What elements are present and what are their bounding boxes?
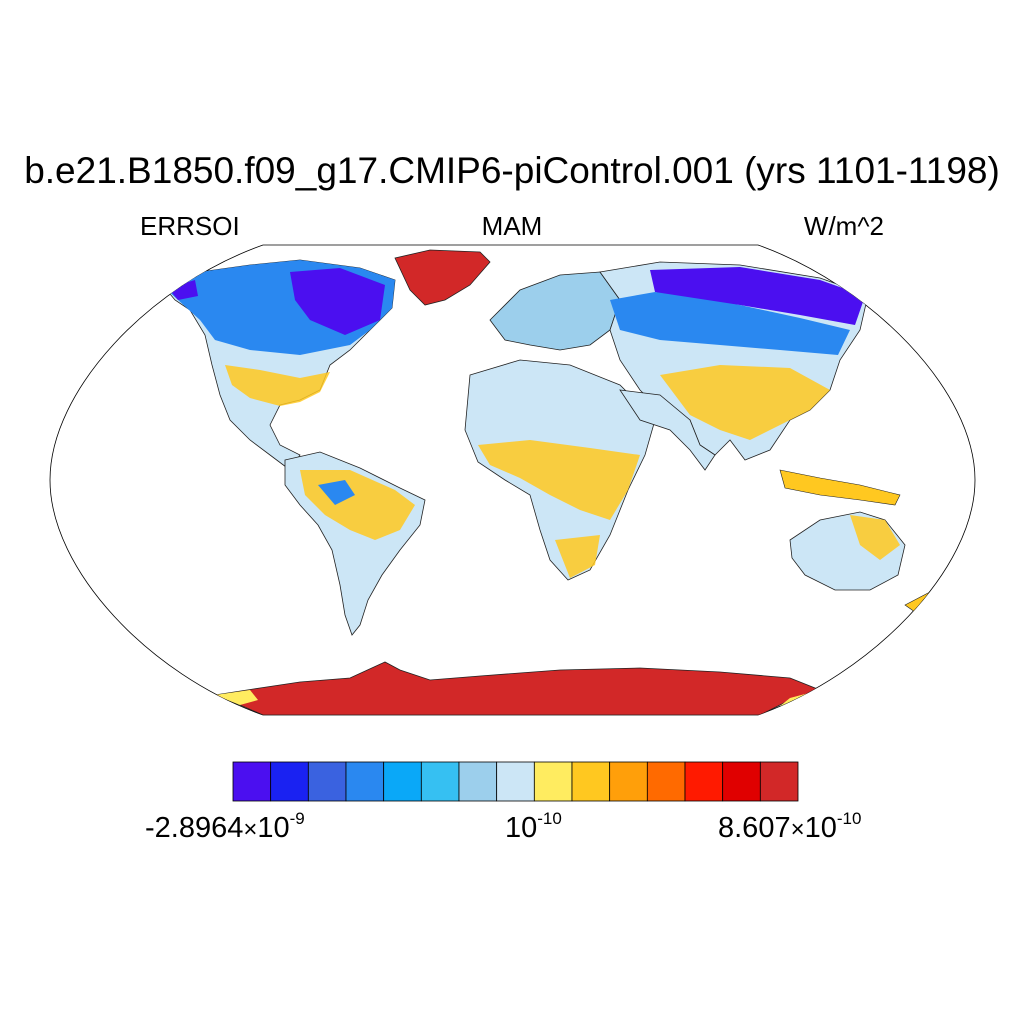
colorbar-max-label: 8.607×10-10 bbox=[718, 809, 862, 844]
south-america-blue-patch bbox=[318, 480, 355, 505]
antarctica-land bbox=[213, 661, 822, 715]
colorbar-box bbox=[420, 761, 460, 802]
colorbar-box bbox=[270, 761, 309, 802]
antarctica-warm-edge bbox=[215, 690, 258, 705]
colorbar-box bbox=[345, 761, 385, 802]
australia-warm-patch bbox=[850, 515, 900, 560]
greenland-land bbox=[394, 249, 491, 306]
colorbar-box bbox=[759, 761, 799, 802]
africa-south-warm bbox=[555, 535, 600, 578]
units-label: W/m^2 bbox=[803, 211, 884, 241]
colorbar-box bbox=[646, 761, 686, 802]
southeast-asia-islands bbox=[779, 469, 901, 506]
colorbar-box bbox=[571, 761, 611, 802]
canada-deep-blue bbox=[290, 268, 385, 335]
colorbar-mid-label: 10-10 bbox=[505, 809, 562, 844]
alaska-deep-blue bbox=[168, 280, 198, 300]
plot-title: b.e21.B1850.f09_g17.CMIP6-piControl.001 … bbox=[24, 150, 1000, 191]
arabia-india-land bbox=[619, 389, 716, 471]
siberia-deep-blue bbox=[650, 267, 865, 325]
africa-warm-belt bbox=[478, 440, 640, 520]
colorbar-box bbox=[609, 761, 648, 802]
variable-name: ERRSOI bbox=[140, 211, 240, 241]
colorbar-box bbox=[383, 761, 422, 802]
colorbar-box bbox=[232, 761, 272, 802]
season-label: MAM bbox=[481, 211, 543, 241]
colorbar-box bbox=[533, 761, 573, 802]
north-america-warm-patch bbox=[225, 365, 330, 406]
colorbar-box bbox=[496, 761, 535, 802]
colorbar-box bbox=[722, 761, 761, 802]
colorbar-box bbox=[684, 761, 724, 802]
asia-mid-blue bbox=[610, 292, 850, 355]
asia-warm-patch bbox=[660, 365, 830, 440]
colorbar-box bbox=[307, 761, 347, 802]
colorbar-box bbox=[458, 761, 498, 802]
colorbar-min-label: -2.8964×10-9 bbox=[145, 809, 305, 844]
